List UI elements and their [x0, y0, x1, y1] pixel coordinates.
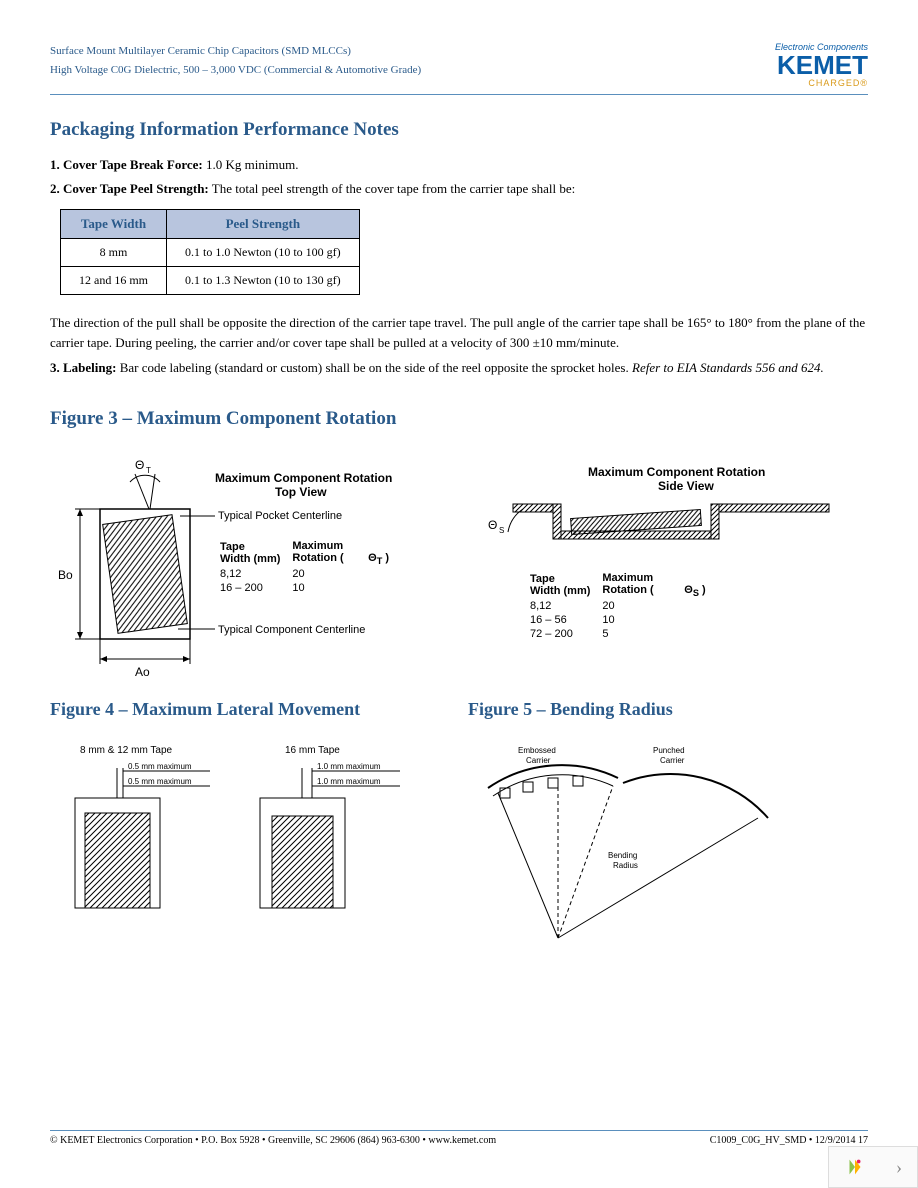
note2-label: 2. Cover Tape Peel Strength: — [50, 181, 209, 196]
footer-left: © KEMET Electronics Corporation • P.O. B… — [50, 1135, 496, 1146]
fig3-side-table: TapeWidth (mm)MaximumRotation ( ΘS ) 8,1… — [528, 570, 718, 642]
fig3-row: ΘT Bo Ao Maximum Component Rotation Top … — [50, 454, 868, 689]
cell: 12 and 16 mm — [61, 267, 167, 295]
svg-text:Radius: Radius — [613, 861, 638, 870]
svg-text:S: S — [499, 526, 504, 535]
svg-text:Top View: Top View — [275, 485, 327, 499]
note1-label: 1. Cover Tape Break Force: — [50, 157, 203, 172]
note3-label: 3. Labeling: — [50, 360, 116, 375]
svg-text:Bending: Bending — [608, 851, 637, 860]
cell: 20 — [602, 600, 715, 612]
note3-italic: Refer to EIA Standards 556 and 624. — [632, 360, 824, 375]
brand-block: Electronic Components KEMET CHARGED® — [775, 42, 868, 88]
fig3-top-view: ΘT Bo Ao Maximum Component Rotation Top … — [50, 454, 438, 689]
header-line1: Surface Mount Multilayer Ceramic Chip Ca… — [50, 42, 421, 61]
peel-strength-table: Tape Width Peel Strength 8 mm 0.1 to 1.0… — [60, 209, 360, 295]
cell: 10 — [292, 582, 399, 594]
cell: 8,12 — [220, 568, 290, 580]
svg-text:Carrier: Carrier — [660, 756, 685, 765]
cell: 16 – 56 — [530, 614, 600, 626]
cell: 72 – 200 — [530, 628, 600, 640]
svg-text:0.5 mm maximum: 0.5 mm maximum — [128, 777, 192, 786]
table-row: 12 and 16 mm 0.1 to 1.3 Newton (10 to 13… — [61, 267, 360, 295]
th: TapeWidth (mm) — [220, 540, 290, 566]
svg-text:Typical Pocket Centerline: Typical Pocket Centerline — [218, 510, 342, 522]
svg-text:Carrier: Carrier — [526, 756, 551, 765]
fig5-title: Figure 5 – Bending Radius — [468, 699, 868, 720]
svg-text:1.0 mm maximum: 1.0 mm maximum — [317, 762, 381, 771]
fig5-svg: Embossed Carrier Punched Carrier Bending… — [468, 738, 868, 958]
th: TapeWidth (mm) — [530, 572, 600, 598]
cell: 16 – 200 — [220, 582, 290, 594]
header-line2: High Voltage C0G Dielectric, 500 – 3,000… — [50, 61, 421, 80]
svg-text:16 mm Tape: 16 mm Tape — [285, 745, 340, 756]
fig5: Figure 5 – Bending Radius Embossed Carri… — [468, 699, 868, 963]
note2-text: The total peel strength of the cover tap… — [209, 181, 576, 196]
svg-text:Typical Component Centerline: Typical Component Centerline — [218, 624, 365, 636]
fig4-svg: 8 mm & 12 mm Tape 0.5 mm maximum 0.5 mm … — [50, 738, 430, 938]
svg-text:Ao: Ao — [135, 665, 150, 679]
chevron-right-icon[interactable]: › — [896, 1157, 902, 1178]
fig3-title: Figure 3 – Maximum Component Rotation — [50, 408, 868, 430]
table-row: 8 mm 0.1 to 1.0 Newton (10 to 100 gf) — [61, 239, 360, 267]
note-1: 1. Cover Tape Break Force: 1.0 Kg minimu… — [50, 155, 868, 175]
th-peel-strength: Peel Strength — [167, 210, 360, 239]
th: MaximumRotation ( ΘS ) — [602, 572, 715, 598]
nav-widget[interactable]: › — [828, 1146, 918, 1188]
note-3: 3. Labeling: Bar code labeling (standard… — [50, 358, 868, 378]
fig45-row: Figure 4 – Maximum Lateral Movement 8 mm… — [50, 699, 868, 963]
logo-icon — [844, 1156, 866, 1178]
th-tape-width: Tape Width — [61, 210, 167, 239]
page-header: Surface Mount Multilayer Ceramic Chip Ca… — [50, 42, 868, 95]
cell: 20 — [292, 568, 399, 580]
cell: 5 — [602, 628, 715, 640]
cell: 10 — [602, 614, 715, 626]
section-title-packaging: Packaging Information Performance Notes — [50, 119, 868, 141]
note1-text: 1.0 Kg minimum. — [203, 157, 299, 172]
page-footer: © KEMET Electronics Corporation • P.O. B… — [50, 1130, 868, 1146]
svg-text:8 mm & 12 mm Tape: 8 mm & 12 mm Tape — [80, 745, 173, 756]
brand-logo: KEMET — [775, 52, 868, 78]
cell: 0.1 to 1.3 Newton (10 to 130 gf) — [167, 267, 360, 295]
th: MaximumRotation ( ΘT ) — [292, 540, 399, 566]
fig3-top-table: TapeWidth (mm)MaximumRotation ( ΘT ) 8,1… — [218, 538, 401, 596]
svg-text:Maximum Component Rotation: Maximum Component Rotation — [215, 471, 392, 485]
table-header-row: Tape Width Peel Strength — [61, 210, 360, 239]
svg-text:Θ: Θ — [488, 518, 497, 532]
svg-text:Punched: Punched — [653, 746, 685, 755]
svg-text:Θ: Θ — [135, 458, 144, 472]
header-titles: Surface Mount Multilayer Ceramic Chip Ca… — [50, 42, 421, 79]
fig3-side-view: Maximum Component Rotation Side View ΘS … — [468, 454, 868, 689]
cell: 8 mm — [61, 239, 167, 267]
fig4-title: Figure 4 – Maximum Lateral Movement — [50, 699, 438, 720]
pull-direction-para: The direction of the pull shall be oppos… — [50, 313, 868, 353]
svg-text:Embossed: Embossed — [518, 746, 556, 755]
svg-text:Maximum Component Rotation: Maximum Component Rotation — [588, 465, 765, 479]
cell: 8,12 — [530, 600, 600, 612]
note-2: 2. Cover Tape Peel Strength: The total p… — [50, 179, 868, 199]
svg-text:T: T — [146, 466, 151, 475]
svg-text:0.5 mm maximum: 0.5 mm maximum — [128, 762, 192, 771]
note3-text: Bar code labeling (standard or custom) s… — [116, 360, 632, 375]
svg-text:Bo: Bo — [58, 568, 73, 582]
svg-text:Side View: Side View — [658, 479, 714, 493]
svg-text:1.0 mm maximum: 1.0 mm maximum — [317, 777, 381, 786]
fig4: Figure 4 – Maximum Lateral Movement 8 mm… — [50, 699, 438, 963]
cell: 0.1 to 1.0 Newton (10 to 100 gf) — [167, 239, 360, 267]
footer-right: C1009_C0G_HV_SMD • 12/9/2014 17 — [710, 1135, 868, 1146]
